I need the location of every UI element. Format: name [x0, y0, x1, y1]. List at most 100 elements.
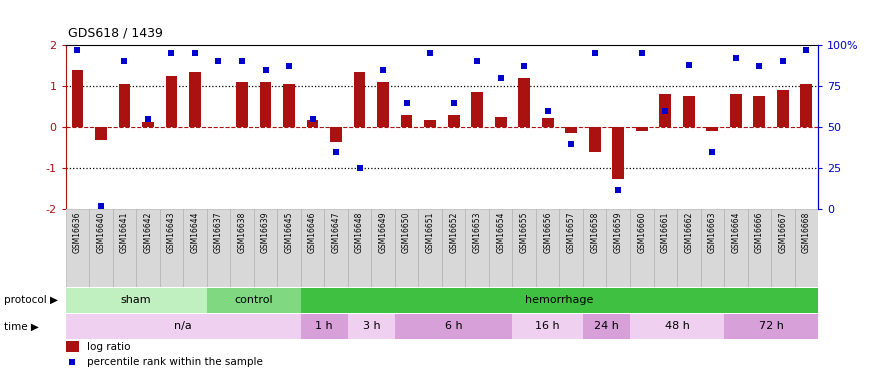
- Bar: [612, 127, 624, 178]
- Bar: [682, 96, 695, 127]
- Bar: [660, 94, 671, 127]
- Bar: [254, 210, 277, 287]
- Text: GSM16650: GSM16650: [402, 212, 411, 254]
- Bar: [701, 210, 724, 287]
- Text: GSM16667: GSM16667: [779, 212, 788, 254]
- Bar: [66, 341, 79, 352]
- Bar: [513, 314, 583, 339]
- Bar: [677, 210, 701, 287]
- Text: GSM16652: GSM16652: [449, 212, 458, 253]
- Text: 1 h: 1 h: [316, 321, 333, 332]
- Bar: [118, 84, 130, 127]
- Bar: [489, 210, 513, 287]
- Bar: [95, 127, 107, 140]
- Bar: [165, 76, 178, 127]
- Bar: [518, 78, 530, 127]
- Bar: [189, 72, 201, 127]
- Text: GSM16660: GSM16660: [637, 212, 647, 254]
- Text: 6 h: 6 h: [444, 321, 463, 332]
- Bar: [89, 210, 113, 287]
- Bar: [636, 127, 648, 131]
- Bar: [301, 210, 325, 287]
- Text: GSM16666: GSM16666: [755, 212, 764, 254]
- Bar: [325, 210, 348, 287]
- Bar: [706, 127, 718, 131]
- Bar: [747, 210, 771, 287]
- Bar: [583, 210, 606, 287]
- Text: GSM16642: GSM16642: [144, 212, 152, 253]
- Text: GSM16663: GSM16663: [708, 212, 717, 254]
- Bar: [494, 117, 507, 127]
- Bar: [753, 96, 766, 127]
- Bar: [66, 210, 89, 287]
- Bar: [654, 210, 677, 287]
- Text: 16 h: 16 h: [536, 321, 560, 332]
- Bar: [801, 84, 812, 127]
- Text: 3 h: 3 h: [362, 321, 380, 332]
- Text: GSM16638: GSM16638: [237, 212, 247, 253]
- Text: GSM16641: GSM16641: [120, 212, 129, 253]
- Text: control: control: [234, 296, 273, 305]
- Text: hemorrhage: hemorrhage: [525, 296, 593, 305]
- Text: n/a: n/a: [174, 321, 192, 332]
- Text: GSM16645: GSM16645: [284, 212, 293, 254]
- Bar: [183, 210, 206, 287]
- Bar: [395, 314, 513, 339]
- Text: percentile rank within the sample: percentile rank within the sample: [87, 357, 262, 368]
- Text: 24 h: 24 h: [594, 321, 619, 332]
- Bar: [277, 210, 301, 287]
- Bar: [377, 82, 389, 127]
- Bar: [348, 314, 395, 339]
- Bar: [230, 210, 254, 287]
- Text: GSM16636: GSM16636: [73, 212, 82, 254]
- Bar: [442, 210, 466, 287]
- Bar: [513, 210, 536, 287]
- Bar: [583, 314, 630, 339]
- Text: time ▶: time ▶: [4, 321, 39, 332]
- Text: GSM16648: GSM16648: [355, 212, 364, 253]
- Bar: [371, 210, 395, 287]
- Text: GSM16640: GSM16640: [96, 212, 105, 254]
- Bar: [472, 92, 483, 127]
- Text: GSM16647: GSM16647: [332, 212, 340, 254]
- Bar: [730, 94, 742, 127]
- Bar: [395, 210, 418, 287]
- Text: GDS618 / 1439: GDS618 / 1439: [68, 26, 163, 39]
- Bar: [330, 127, 342, 142]
- Text: GSM16654: GSM16654: [496, 212, 505, 254]
- Text: GSM16656: GSM16656: [543, 212, 552, 254]
- Bar: [348, 210, 371, 287]
- Text: GSM16664: GSM16664: [732, 212, 740, 254]
- Text: GSM16653: GSM16653: [473, 212, 481, 254]
- Bar: [236, 82, 248, 127]
- Bar: [630, 210, 654, 287]
- Bar: [466, 210, 489, 287]
- Bar: [777, 90, 788, 127]
- Text: GSM16643: GSM16643: [167, 212, 176, 254]
- Bar: [542, 118, 554, 127]
- Bar: [401, 115, 412, 127]
- Bar: [206, 288, 301, 313]
- Text: sham: sham: [121, 296, 151, 305]
- Text: GSM16637: GSM16637: [214, 212, 223, 254]
- Bar: [424, 120, 436, 127]
- Bar: [113, 210, 136, 287]
- Bar: [260, 82, 271, 127]
- Bar: [66, 314, 301, 339]
- Bar: [630, 314, 724, 339]
- Bar: [589, 127, 600, 152]
- Text: GSM16644: GSM16644: [191, 212, 200, 254]
- Text: GSM16659: GSM16659: [613, 212, 623, 254]
- Text: GSM16668: GSM16668: [802, 212, 811, 253]
- Text: GSM16658: GSM16658: [591, 212, 599, 253]
- Bar: [354, 72, 366, 127]
- Bar: [724, 314, 818, 339]
- Bar: [565, 127, 578, 134]
- Text: log ratio: log ratio: [87, 342, 130, 352]
- Text: GSM16651: GSM16651: [425, 212, 435, 253]
- Bar: [306, 120, 318, 127]
- Text: GSM16662: GSM16662: [684, 212, 693, 253]
- Text: GSM16657: GSM16657: [567, 212, 576, 254]
- Bar: [301, 288, 818, 313]
- Text: GSM16661: GSM16661: [661, 212, 669, 253]
